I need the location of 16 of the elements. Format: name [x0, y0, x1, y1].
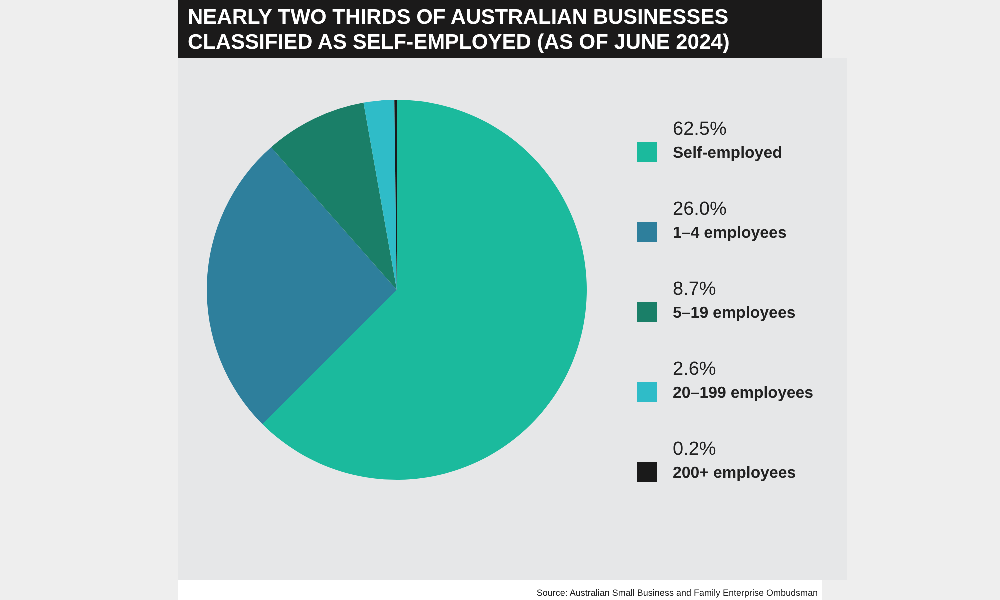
data-label: 8.7% [673, 279, 716, 300]
legend-label: 20–199 employees [673, 385, 814, 402]
data-label: 26.0% [673, 199, 727, 220]
pie-slice [271, 102, 397, 290]
data-label: 62.5% [673, 119, 727, 140]
data-label: 2.6% [673, 359, 716, 380]
data-label: 0.2% [673, 439, 716, 460]
pie-slice [207, 147, 397, 424]
source-note: Source: Australian Small Business and Family Enterprise Ombudsman [536, 588, 818, 598]
pie-slice [262, 100, 587, 480]
legend-label: 200+ employees [673, 465, 796, 482]
legend-label: 1–4 employees [673, 225, 787, 242]
pie-slice [364, 100, 397, 290]
legend-label: 5–19 employees [673, 305, 796, 322]
legend-label: Self-employed [673, 145, 782, 162]
chart-title: NEARLY TWO THIRDS OF AUSTRALIAN BUSINESSES CLASSIFIED AS SELF-EMPLOYED (AS OF JUNE 2024) [178, 0, 822, 58]
